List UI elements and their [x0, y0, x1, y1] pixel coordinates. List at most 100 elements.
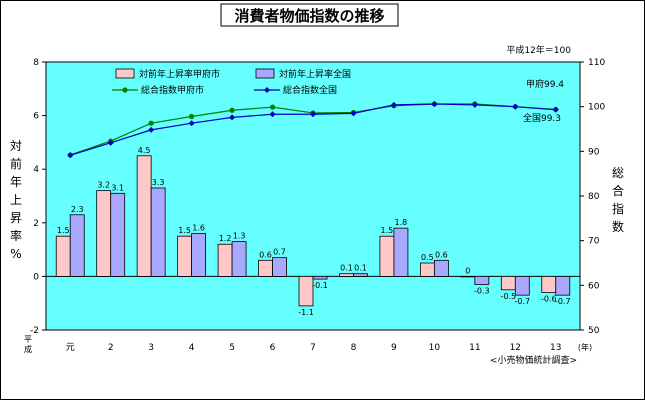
left-axis-title-char: 上	[10, 193, 22, 207]
bar-data-label: -0.3	[474, 286, 490, 295]
legend-marker-national	[264, 87, 270, 93]
bar-data-label: 0	[465, 266, 470, 275]
bar-data-label: 1.8	[395, 218, 408, 227]
line-point-kofu	[148, 120, 154, 126]
right-axis-title-char: 総	[612, 166, 624, 180]
bar-kofu	[500, 275, 516, 291]
bar-kofu	[298, 275, 314, 307]
line-point-national	[107, 139, 114, 146]
line-point-national	[350, 110, 357, 117]
line-point-kofu	[189, 113, 195, 120]
line-point-national	[269, 111, 276, 118]
bar-national	[393, 227, 409, 277]
bar-data-label: 4.5	[138, 146, 151, 155]
bar-kofu	[339, 273, 354, 277]
bar-national	[69, 214, 85, 277]
bars-group	[55, 155, 571, 307]
bar-kofu	[460, 275, 476, 278]
x-tick-label: 10	[429, 343, 441, 353]
source-note: <小売物価統計調査>	[490, 354, 577, 366]
bar-national	[110, 192, 126, 277]
end-labels-group: 甲府99.4 全国99.3	[523, 78, 564, 124]
line-point-national	[229, 114, 236, 121]
right-axis-title-char: 数	[612, 219, 624, 234]
x-tick-label: 8	[351, 343, 357, 353]
right-tick-label: 90	[588, 147, 600, 157]
legend-marker-kofu	[122, 87, 128, 93]
x-tick-label: 5	[229, 343, 235, 353]
bar-kofu	[136, 155, 152, 277]
line-point-national	[471, 101, 478, 108]
title-box	[220, 3, 399, 27]
lines-group	[67, 100, 559, 159]
right-axis-title-char: 合	[612, 183, 624, 198]
bar-data-label: 3.2	[97, 181, 110, 190]
x-tick-label: 4	[189, 343, 195, 353]
left-axis: -2 0 2 4 6 8	[30, 58, 46, 336]
bar-kofu	[258, 259, 273, 277]
x-tick-label: 元	[66, 343, 75, 353]
chart-title: 消費者物価指数の推移	[234, 7, 384, 25]
line-point-national	[188, 120, 195, 127]
bar-data-label: 0.1	[354, 264, 367, 273]
bar-data-label: 0.1	[340, 264, 353, 273]
bar-data-label: -1.1	[298, 308, 314, 317]
line-point-national	[67, 152, 74, 159]
bar-national	[474, 275, 490, 285]
bar-national	[514, 275, 530, 296]
x-axis: 元 2 3 4 5 6 7 8 9 10 11 12 13 平成 (年)	[24, 335, 592, 354]
bar-national	[353, 273, 368, 277]
x-era-label: 平	[24, 335, 32, 344]
x-tick-label: 12	[510, 343, 521, 353]
bar-kofu	[419, 262, 435, 277]
axis-titles-group: 対前年上昇率% 総合指数	[10, 139, 624, 261]
bar-national	[231, 241, 247, 277]
bar-data-label: -0.7	[555, 297, 571, 306]
x-tick-label: 7	[310, 343, 316, 353]
bar-national	[191, 233, 207, 277]
left-tick-label: 8	[33, 58, 39, 68]
right-tick-label: 50	[588, 326, 600, 336]
line-point-national	[310, 111, 316, 118]
left-axis-title-char: 昇	[10, 211, 22, 225]
right-tick-label: 100	[588, 103, 605, 113]
bar-data-label: 1.3	[233, 232, 246, 241]
bar-data-label: 0.7	[273, 248, 286, 257]
left-tick-label: -2	[30, 326, 39, 336]
bar-kofu	[55, 235, 71, 277]
bar-data-label: 0.6	[435, 250, 448, 259]
end-label-national: 全国99.3	[523, 112, 561, 124]
bar-data-label: 2.3	[71, 205, 84, 214]
line-point-national	[431, 100, 438, 107]
x-unit-label: (年)	[578, 342, 592, 352]
bar-data-label: 1.2	[219, 234, 232, 243]
bar-kofu	[217, 243, 233, 277]
x-tick-label: 2	[108, 343, 114, 353]
bar-kofu	[541, 275, 557, 293]
bar-data-label: 1.5	[57, 226, 70, 235]
left-tick-label: 6	[33, 112, 39, 122]
left-axis-title-char: %	[10, 247, 21, 261]
left-axis-title-char: 年	[10, 175, 22, 189]
x-tick-label: 9	[391, 343, 397, 353]
right-tick-label: 80	[588, 192, 600, 202]
base-note: 平成12年＝100	[506, 44, 571, 56]
bar-national	[312, 275, 328, 280]
legend-swatch-kofu-bar	[115, 68, 135, 79]
bar-national	[150, 187, 166, 277]
legend-label: 対前年上昇率全国	[279, 68, 351, 80]
x-era-label: 成	[24, 344, 32, 354]
bar-national	[272, 257, 287, 277]
bar-kofu	[379, 235, 395, 277]
x-tick-label: 11	[469, 343, 480, 353]
bar-data-label: -0.1	[312, 281, 328, 290]
bar-kofu	[96, 190, 112, 277]
x-tick-label: 13	[550, 343, 561, 353]
bar-kofu	[177, 235, 193, 277]
end-label-kofu: 甲府99.4	[526, 78, 564, 90]
right-axis: 50 60 70 80 90 100 110	[580, 58, 605, 336]
line-point-kofu	[229, 107, 235, 113]
